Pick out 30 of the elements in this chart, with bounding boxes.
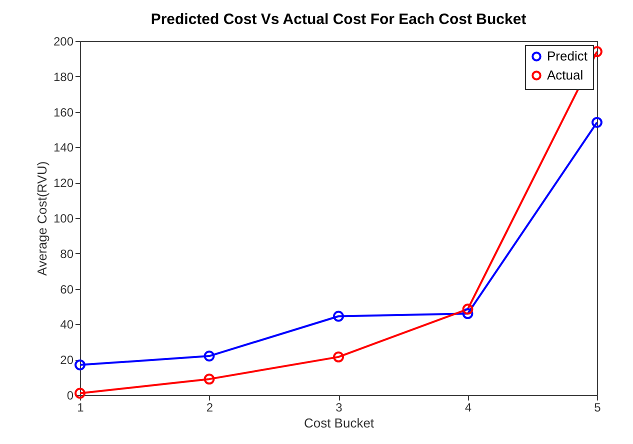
point [204,374,215,385]
y-tick-label: 40 [60,318,74,332]
y-tick-label: 160 [53,105,74,120]
x-tick-label: 1 [77,400,84,414]
y-axis-title: Average Cost(RVU) [34,161,50,276]
x-axis-title: Cost Bucket [304,416,374,430]
y-tick-label: 200 [53,34,74,48]
x-tick-label: 5 [594,400,602,414]
y-tick-label: 120 [53,176,74,190]
legend-label: Actual [547,68,584,82]
y-tick-label: 140 [53,140,74,155]
x-tick-label: 2 [206,400,214,414]
x-tick-label: 3 [336,400,343,414]
point [74,388,86,399]
x-tick-label: 4 [464,400,472,414]
y-tick-label: 0 [66,388,74,402]
y-tick-label: 60 [60,282,74,296]
point [333,310,344,322]
y-tick-label: 100 [53,212,74,226]
point [204,350,215,362]
y-tick-label: 80 [60,246,74,261]
point [592,116,602,128]
point [462,308,474,320]
point [462,304,474,315]
point [74,359,86,370]
chart-title: Predicted Cost Vs Actual Cost For Each Cost Bucket [150,11,526,28]
y-tick-label: 20 [60,353,74,368]
y-tick-label: 180 [53,70,74,84]
point [333,351,344,362]
legend-label: Predict [547,48,588,64]
